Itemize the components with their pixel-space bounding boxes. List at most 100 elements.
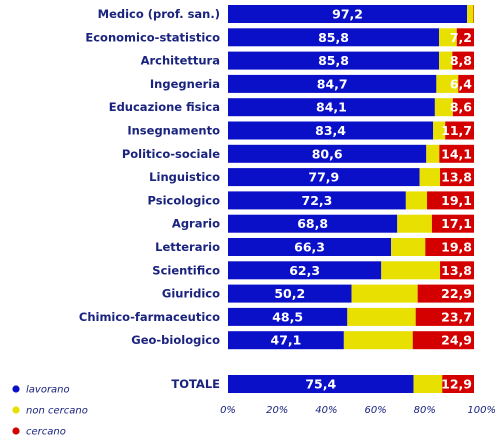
row-3-data-label-lavorano: 85,8 (318, 53, 349, 68)
row-12-bar-segment-1 (228, 261, 382, 280)
row-8-bar-segment-2 (419, 168, 441, 187)
row-3-category-label: Architettura (141, 54, 220, 68)
legend-marker-2 (12, 406, 20, 414)
row-1-category-label: Medico (prof. san.) (98, 7, 220, 21)
row-11-bar-segment-2 (391, 238, 426, 256)
row-5-bar-segment-1 (228, 98, 435, 117)
row-5-data-label-cercano: 8,6 (450, 100, 472, 115)
row-12-bar-segment-2 (381, 261, 441, 280)
row-5-bar-segment-2 (434, 98, 453, 117)
row-15-bar-segment-3 (412, 331, 474, 350)
row-2-bar-segment-2 (439, 28, 457, 47)
legend-marker-3 (12, 427, 20, 435)
total-row-bar-segment-1 (228, 375, 414, 393)
row-12-data-label-lavorano: 62,3 (289, 263, 320, 278)
row-9-bar-segment-2 (405, 191, 428, 210)
row-9-category-label: Psicologico (148, 193, 221, 207)
legend-label-3: cercano (26, 427, 66, 438)
row-14-category-label: Chimico-farmaceutico (79, 310, 220, 324)
row-6-bar-segment-2 (433, 121, 446, 140)
row-6-bar-segment-3 (445, 121, 474, 140)
row-12-bar-segment-3 (440, 261, 474, 280)
row-13-category-label: Giuridico (162, 287, 220, 301)
row-8-bar-segment-1 (228, 168, 420, 187)
row-4-category-label: Ingegneria (150, 77, 220, 91)
row-5-data-label-lavorano: 84,1 (316, 100, 347, 115)
row-13-bar-segment-2 (351, 284, 418, 303)
row-3-data-label-cercano: 8,8 (450, 53, 472, 68)
row-9-data-label-lavorano: 72,3 (302, 193, 333, 208)
row-1-bar-segment-1 (228, 5, 468, 23)
row-2-data-label-lavorano: 85,8 (318, 30, 349, 45)
row-9-data-label-cercano: 19,1 (441, 193, 472, 208)
row-2-bar-segment-3 (456, 28, 474, 47)
row-10-category-label: Agrario (172, 217, 220, 231)
row-14-bar-segment-1 (228, 307, 348, 326)
total-row-data-label-lavorano: 75,4 (305, 377, 336, 392)
row-4-data-label-cercano: 6,4 (450, 76, 472, 91)
row-11-data-label-cercano: 19,8 (441, 240, 472, 255)
row-12-data-label-cercano: 13,8 (441, 263, 472, 278)
row-3-bar-segment-1 (228, 51, 440, 70)
row-1-data-label-lavorano: 97,2 (332, 7, 363, 22)
total-row-data-label-cercano: 12,9 (441, 377, 472, 392)
row-11-bar-segment-1 (228, 238, 392, 256)
x-tick-label-1: 0% (220, 405, 236, 416)
row-4-data-label-lavorano: 84,7 (317, 76, 348, 91)
row-10-bar-segment-3 (431, 214, 474, 233)
row-14-data-label-lavorano: 48,5 (272, 309, 303, 324)
row-3-bar-segment-2 (439, 51, 453, 70)
row-3-bar-segment-3 (452, 51, 474, 70)
row-7-data-label-lavorano: 80,6 (312, 146, 343, 161)
row-11-bar-segment-3 (425, 238, 474, 256)
row-13-data-label-cercano: 22,9 (441, 286, 472, 301)
row-7-bar-segment-2 (426, 144, 440, 163)
row-6-data-label-cercano: 11,7 (441, 123, 472, 138)
row-12-category-label: Scientifico (152, 263, 220, 277)
row-4-bar-segment-1 (228, 74, 437, 93)
row-9-bar-segment-3 (427, 191, 474, 210)
row-10-bar-segment-1 (228, 214, 398, 233)
row-10-data-label-cercano: 17,1 (441, 216, 472, 231)
row-14-data-label-cercano: 23,7 (441, 309, 472, 324)
total-row-bar-segment-2 (413, 375, 443, 393)
row-10-bar-segment-2 (397, 214, 432, 233)
row-7-bar-segment-1 (228, 144, 427, 163)
x-tick-label-2: 20% (266, 405, 288, 416)
legend-label-2: non cercano (26, 406, 88, 417)
row-13-bar-segment-3 (417, 284, 474, 303)
row-1-bar-segment-2 (467, 5, 474, 23)
row-9-bar-segment-1 (228, 191, 406, 210)
row-2-bar-segment-1 (228, 28, 440, 47)
row-6-data-label-lavorano: 83,4 (315, 123, 346, 138)
x-tick-label-4: 60% (364, 405, 386, 416)
row-11-data-label-lavorano: 66,3 (294, 240, 325, 255)
row-8-category-label: Linguistico (149, 170, 220, 184)
row-6-category-label: Insegnamento (127, 124, 220, 138)
x-tick-label-5: 80% (414, 405, 436, 416)
row-8-bar-segment-3 (440, 168, 474, 187)
legend-marker-1 (12, 385, 20, 393)
row-15-category-label: Geo-biologico (131, 333, 220, 347)
row-14-bar-segment-3 (415, 307, 474, 326)
row-6-bar-segment-1 (228, 121, 434, 140)
row-7-category-label: Politico-sociale (122, 147, 220, 161)
row-15-data-label-cercano: 24,9 (441, 333, 472, 348)
row-7-bar-segment-3 (439, 144, 474, 163)
row-13-bar-segment-1 (228, 284, 352, 303)
row-8-data-label-cercano: 13,8 (441, 170, 472, 185)
row-8-data-label-lavorano: 77,9 (308, 170, 339, 185)
row-10-data-label-lavorano: 68,8 (297, 216, 328, 231)
x-tick-label-6: 100% (467, 405, 496, 416)
row-7-data-label-cercano: 14,1 (441, 146, 472, 161)
row-15-data-label-lavorano: 47,1 (271, 333, 302, 348)
row-4-bar-segment-3 (458, 74, 474, 93)
row-14-bar-segment-2 (347, 307, 416, 326)
row-5-category-label: Educazione fisica (109, 100, 220, 114)
row-2-data-label-cercano: 7,2 (450, 30, 472, 45)
row-15-bar-segment-1 (228, 331, 344, 350)
row-11-category-label: Letterario (155, 240, 220, 254)
total-row-category-label: TOTALE (171, 377, 220, 391)
row-15-bar-segment-2 (343, 331, 413, 350)
